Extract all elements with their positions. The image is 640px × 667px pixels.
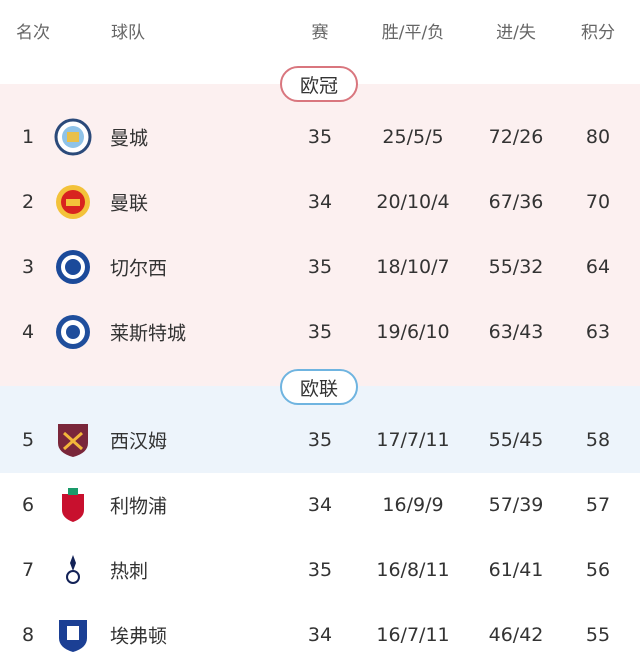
goals-for-against: 72/26	[488, 125, 544, 148]
table-row[interactable]: 8 埃弗顿 34 16/7/11 46/42 55	[0, 602, 640, 667]
points: 63	[585, 320, 611, 343]
goals-for-against: 57/39	[488, 493, 544, 516]
goals-for-against: 55/32	[488, 255, 544, 278]
everton-crest-icon	[59, 619, 87, 652]
champions-league-badge: 欧冠	[280, 66, 358, 102]
header-played: 赛	[311, 23, 329, 43]
header-wdl: 胜/平/负	[381, 23, 445, 43]
manchester-united-crest-icon	[56, 184, 90, 219]
table-row[interactable]: 3 切尔西 35 18/10/7 55/32 64	[0, 234, 640, 299]
rank: 1	[21, 125, 35, 148]
goals-for-against: 67/36	[488, 190, 544, 213]
team-name[interactable]: 切尔西	[110, 257, 168, 279]
goals-for-against: 61/41	[488, 558, 544, 581]
win-draw-loss: 20/10/4	[376, 190, 450, 213]
played: 34	[307, 190, 333, 213]
win-draw-loss: 25/5/5	[382, 125, 444, 148]
points: 55	[585, 623, 611, 646]
win-draw-loss: 17/7/11	[376, 428, 450, 451]
leicester-crest-icon	[56, 314, 90, 349]
rank: 4	[21, 320, 35, 343]
goals-for-against: 63/43	[488, 320, 544, 343]
champions-league-zone	[0, 84, 640, 386]
liverpool-crest-icon	[62, 487, 84, 522]
team-name[interactable]: 利物浦	[110, 495, 168, 517]
header-points: 积分	[581, 23, 615, 43]
tottenham-crest-icon	[66, 554, 80, 584]
win-draw-loss: 16/8/11	[376, 558, 450, 581]
goals-for-against: 55/45	[488, 428, 544, 451]
header-rank: 名次	[16, 23, 50, 43]
team-name[interactable]: 西汉姆	[110, 430, 168, 452]
west-ham-crest-icon	[58, 423, 88, 457]
points: 70	[585, 190, 611, 213]
win-draw-loss: 19/6/10	[376, 320, 450, 343]
points: 58	[585, 428, 611, 451]
win-draw-loss: 18/10/7	[376, 255, 450, 278]
points: 56	[585, 558, 611, 581]
rank: 6	[21, 493, 35, 516]
played: 34	[307, 623, 333, 646]
played: 35	[307, 125, 333, 148]
europa-league-badge: 欧联	[280, 369, 358, 405]
manchester-city-crest-icon	[54, 118, 92, 155]
team-name[interactable]: 曼城	[110, 127, 149, 149]
table-row[interactable]: 6 利物浦 34 16/9/9 57/39 57	[0, 472, 640, 537]
points: 80	[585, 125, 611, 148]
rank: 5	[21, 428, 35, 451]
table-row[interactable]: 2 曼联 34 20/10/4 67/36 70	[0, 169, 640, 234]
table-row[interactable]: 5 西汉姆 35 17/7/11 55/45 58	[0, 407, 640, 472]
points: 64	[585, 255, 611, 278]
played: 35	[307, 320, 333, 343]
team-name[interactable]: 热刺	[110, 560, 149, 582]
team-name[interactable]: 莱斯特城	[110, 322, 187, 344]
table-row[interactable]: 1 曼城 35 25/5/5 72/26 80	[0, 104, 640, 169]
rank: 7	[21, 558, 35, 581]
win-draw-loss: 16/9/9	[382, 493, 444, 516]
goals-for-against: 46/42	[488, 623, 544, 646]
played: 35	[307, 558, 333, 581]
rank: 2	[21, 190, 35, 213]
played: 35	[307, 255, 333, 278]
table-row[interactable]: 4 莱斯特城 35 19/6/10 63/43 63	[0, 299, 640, 364]
played: 35	[307, 428, 333, 451]
win-draw-loss: 16/7/11	[376, 623, 450, 646]
points: 57	[585, 493, 611, 516]
team-name[interactable]: 曼联	[110, 192, 149, 214]
played: 34	[307, 493, 333, 516]
chelsea-crest-icon	[56, 249, 90, 284]
table-row[interactable]: 7 热刺 35 16/8/11 61/41 56	[0, 537, 640, 602]
header-team: 球队	[111, 23, 145, 43]
team-name[interactable]: 埃弗顿	[110, 625, 168, 647]
rank: 8	[21, 623, 35, 646]
rank: 3	[21, 255, 35, 278]
header-goals: 进/失	[496, 23, 536, 43]
